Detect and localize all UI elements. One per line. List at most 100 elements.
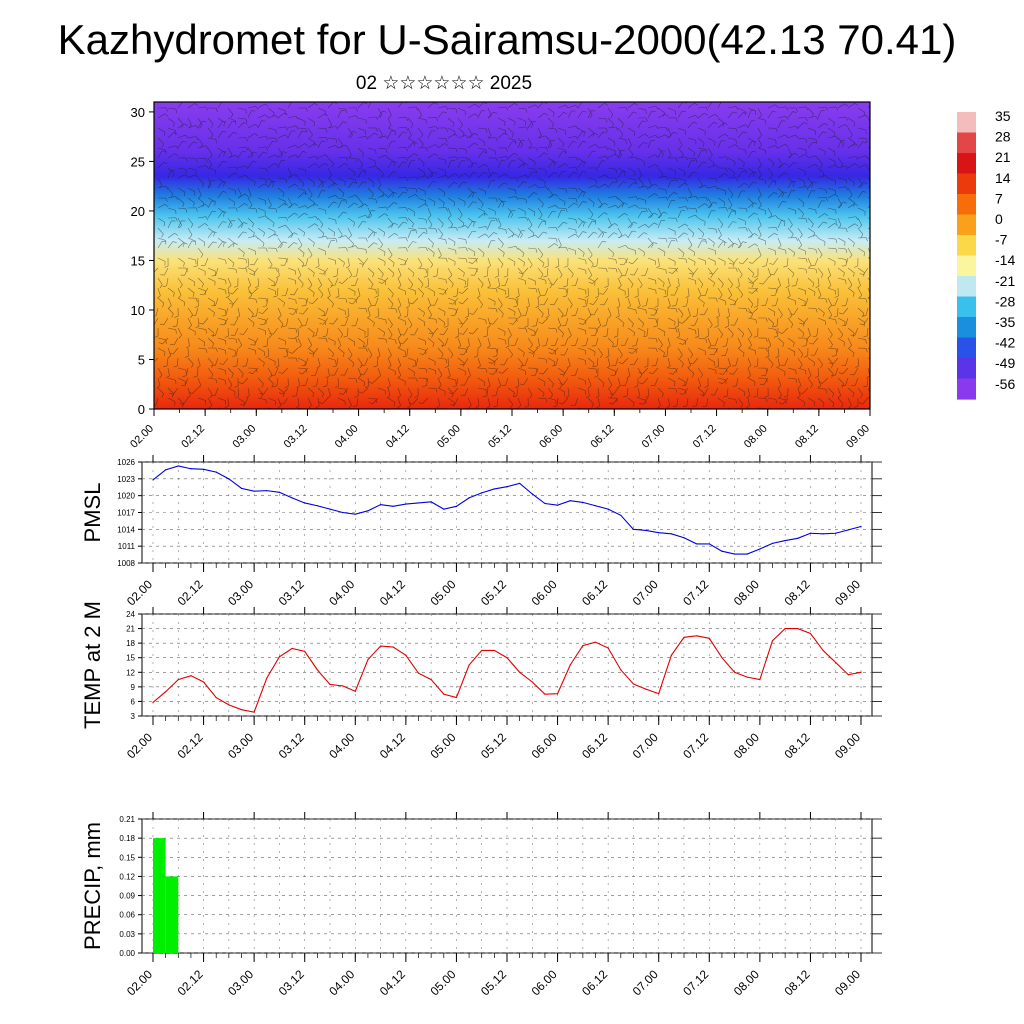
wind-barb-flag: [553, 172, 558, 175]
wind-barb-flag: [804, 154, 809, 158]
wind-barb: [862, 397, 869, 405]
wind-barb: [316, 377, 319, 386]
wind-barb-flag: [675, 328, 678, 333]
wind-barb: [737, 277, 740, 286]
data-point: [304, 502, 306, 504]
wind-barb: [457, 117, 463, 125]
wind-barb-flag: [565, 105, 569, 109]
wind-barb: [377, 347, 381, 356]
wind-barb-flag: [309, 134, 313, 139]
wind-barb: [257, 151, 264, 159]
wind-barb-flag: [372, 182, 375, 187]
wind-barb-flag: [751, 203, 754, 208]
wind-barb: [616, 337, 619, 346]
wind-barb: [517, 162, 525, 169]
wind-barb-flag: [501, 313, 504, 318]
wind-barb: [267, 347, 270, 356]
wind-barb-flag: [285, 217, 289, 221]
wind-barb: [727, 167, 735, 173]
wind-barb: [262, 307, 269, 314]
wind-barb: [357, 357, 363, 365]
wind-barb: [507, 297, 516, 300]
wind-barb: [727, 277, 733, 285]
wind-barb: [552, 347, 559, 355]
wind-barb: [457, 317, 464, 325]
wind-barb: [287, 267, 296, 272]
wind-barb-flag: [345, 235, 349, 239]
data-point: [797, 537, 799, 539]
wind-barb-flag: [433, 171, 438, 174]
wind-barb-flag: [224, 335, 229, 338]
wind-barb: [287, 144, 296, 149]
wind-barb: [187, 287, 195, 294]
wind-barb: [527, 387, 533, 396]
wind-barb-flag: [859, 184, 863, 189]
wind-barb: [517, 257, 525, 263]
wind-barb: [657, 327, 666, 333]
wind-barb-flag: [682, 253, 685, 258]
wind-barb: [797, 327, 805, 334]
wind-barb: [397, 257, 406, 262]
wind-barb: [197, 203, 206, 209]
wind-barb-flag: [327, 395, 331, 399]
data-point: [860, 525, 862, 528]
wind-barb-flag: [205, 145, 209, 150]
wind-barb: [317, 387, 324, 394]
wind-barb: [197, 223, 205, 229]
wind-barb: [447, 247, 456, 251]
wind-barb-flag: [345, 144, 349, 149]
wind-barb-flag: [435, 126, 439, 130]
wind-barb: [367, 187, 374, 195]
wind-barb-flag: [791, 233, 794, 238]
wind-barb-flag: [324, 154, 329, 158]
wind-barb: [617, 171, 623, 179]
wind-barb-flag: [728, 294, 732, 299]
wind-barb-flag: [602, 240, 607, 243]
wind-barb-flag: [643, 141, 648, 145]
wind-barb: [597, 227, 604, 234]
wind-barb: [597, 202, 605, 209]
wind-barb: [347, 297, 356, 300]
wind-barb-flag: [849, 374, 855, 376]
wind-barb: [587, 107, 593, 115]
wind-barb: [207, 137, 216, 140]
wind-barb: [407, 357, 416, 362]
wind-barb: [197, 157, 207, 159]
wind-barb: [217, 121, 223, 129]
wind-barb-flag: [205, 216, 209, 221]
wind-barb-flag: [168, 305, 172, 309]
wind-barb-flag: [605, 146, 609, 151]
wind-barb: [737, 170, 743, 179]
wind-barb: [287, 154, 296, 159]
wind-barb-flag: [186, 345, 190, 349]
wind-barb-flag: [476, 295, 481, 299]
data-point: [405, 503, 407, 505]
wind-barb: [797, 167, 806, 172]
wind-barb: [747, 327, 753, 336]
wind-barb-flag: [182, 203, 185, 208]
wind-barb: [817, 131, 824, 139]
data-point: [620, 669, 622, 671]
wind-barb-flag: [854, 103, 858, 106]
data-point: [443, 693, 445, 695]
wind-barb: [437, 167, 446, 172]
wind-barb: [227, 277, 232, 286]
y-tick-label: 1011: [118, 542, 136, 551]
wind-barb-flag: [375, 127, 378, 132]
wind-barb: [817, 167, 825, 174]
wind-barb-flag: [453, 202, 456, 207]
wind-barb-flag: [442, 202, 445, 207]
wind-barb: [417, 287, 424, 294]
wind-barb-flag: [363, 382, 366, 387]
wind-barb: [197, 277, 204, 284]
wind-barb-flag: [403, 161, 407, 164]
wind-barb-flag: [713, 242, 715, 247]
wind-barb: [763, 377, 769, 385]
wind-barb: [307, 216, 316, 219]
wind-barb: [717, 397, 725, 403]
wind-barb: [637, 120, 643, 129]
wind-barb-flag: [795, 237, 798, 242]
wind-barb-flag: [199, 124, 203, 129]
colorbar-label: 7: [995, 190, 1003, 206]
wind-barb-flag: [385, 206, 389, 211]
